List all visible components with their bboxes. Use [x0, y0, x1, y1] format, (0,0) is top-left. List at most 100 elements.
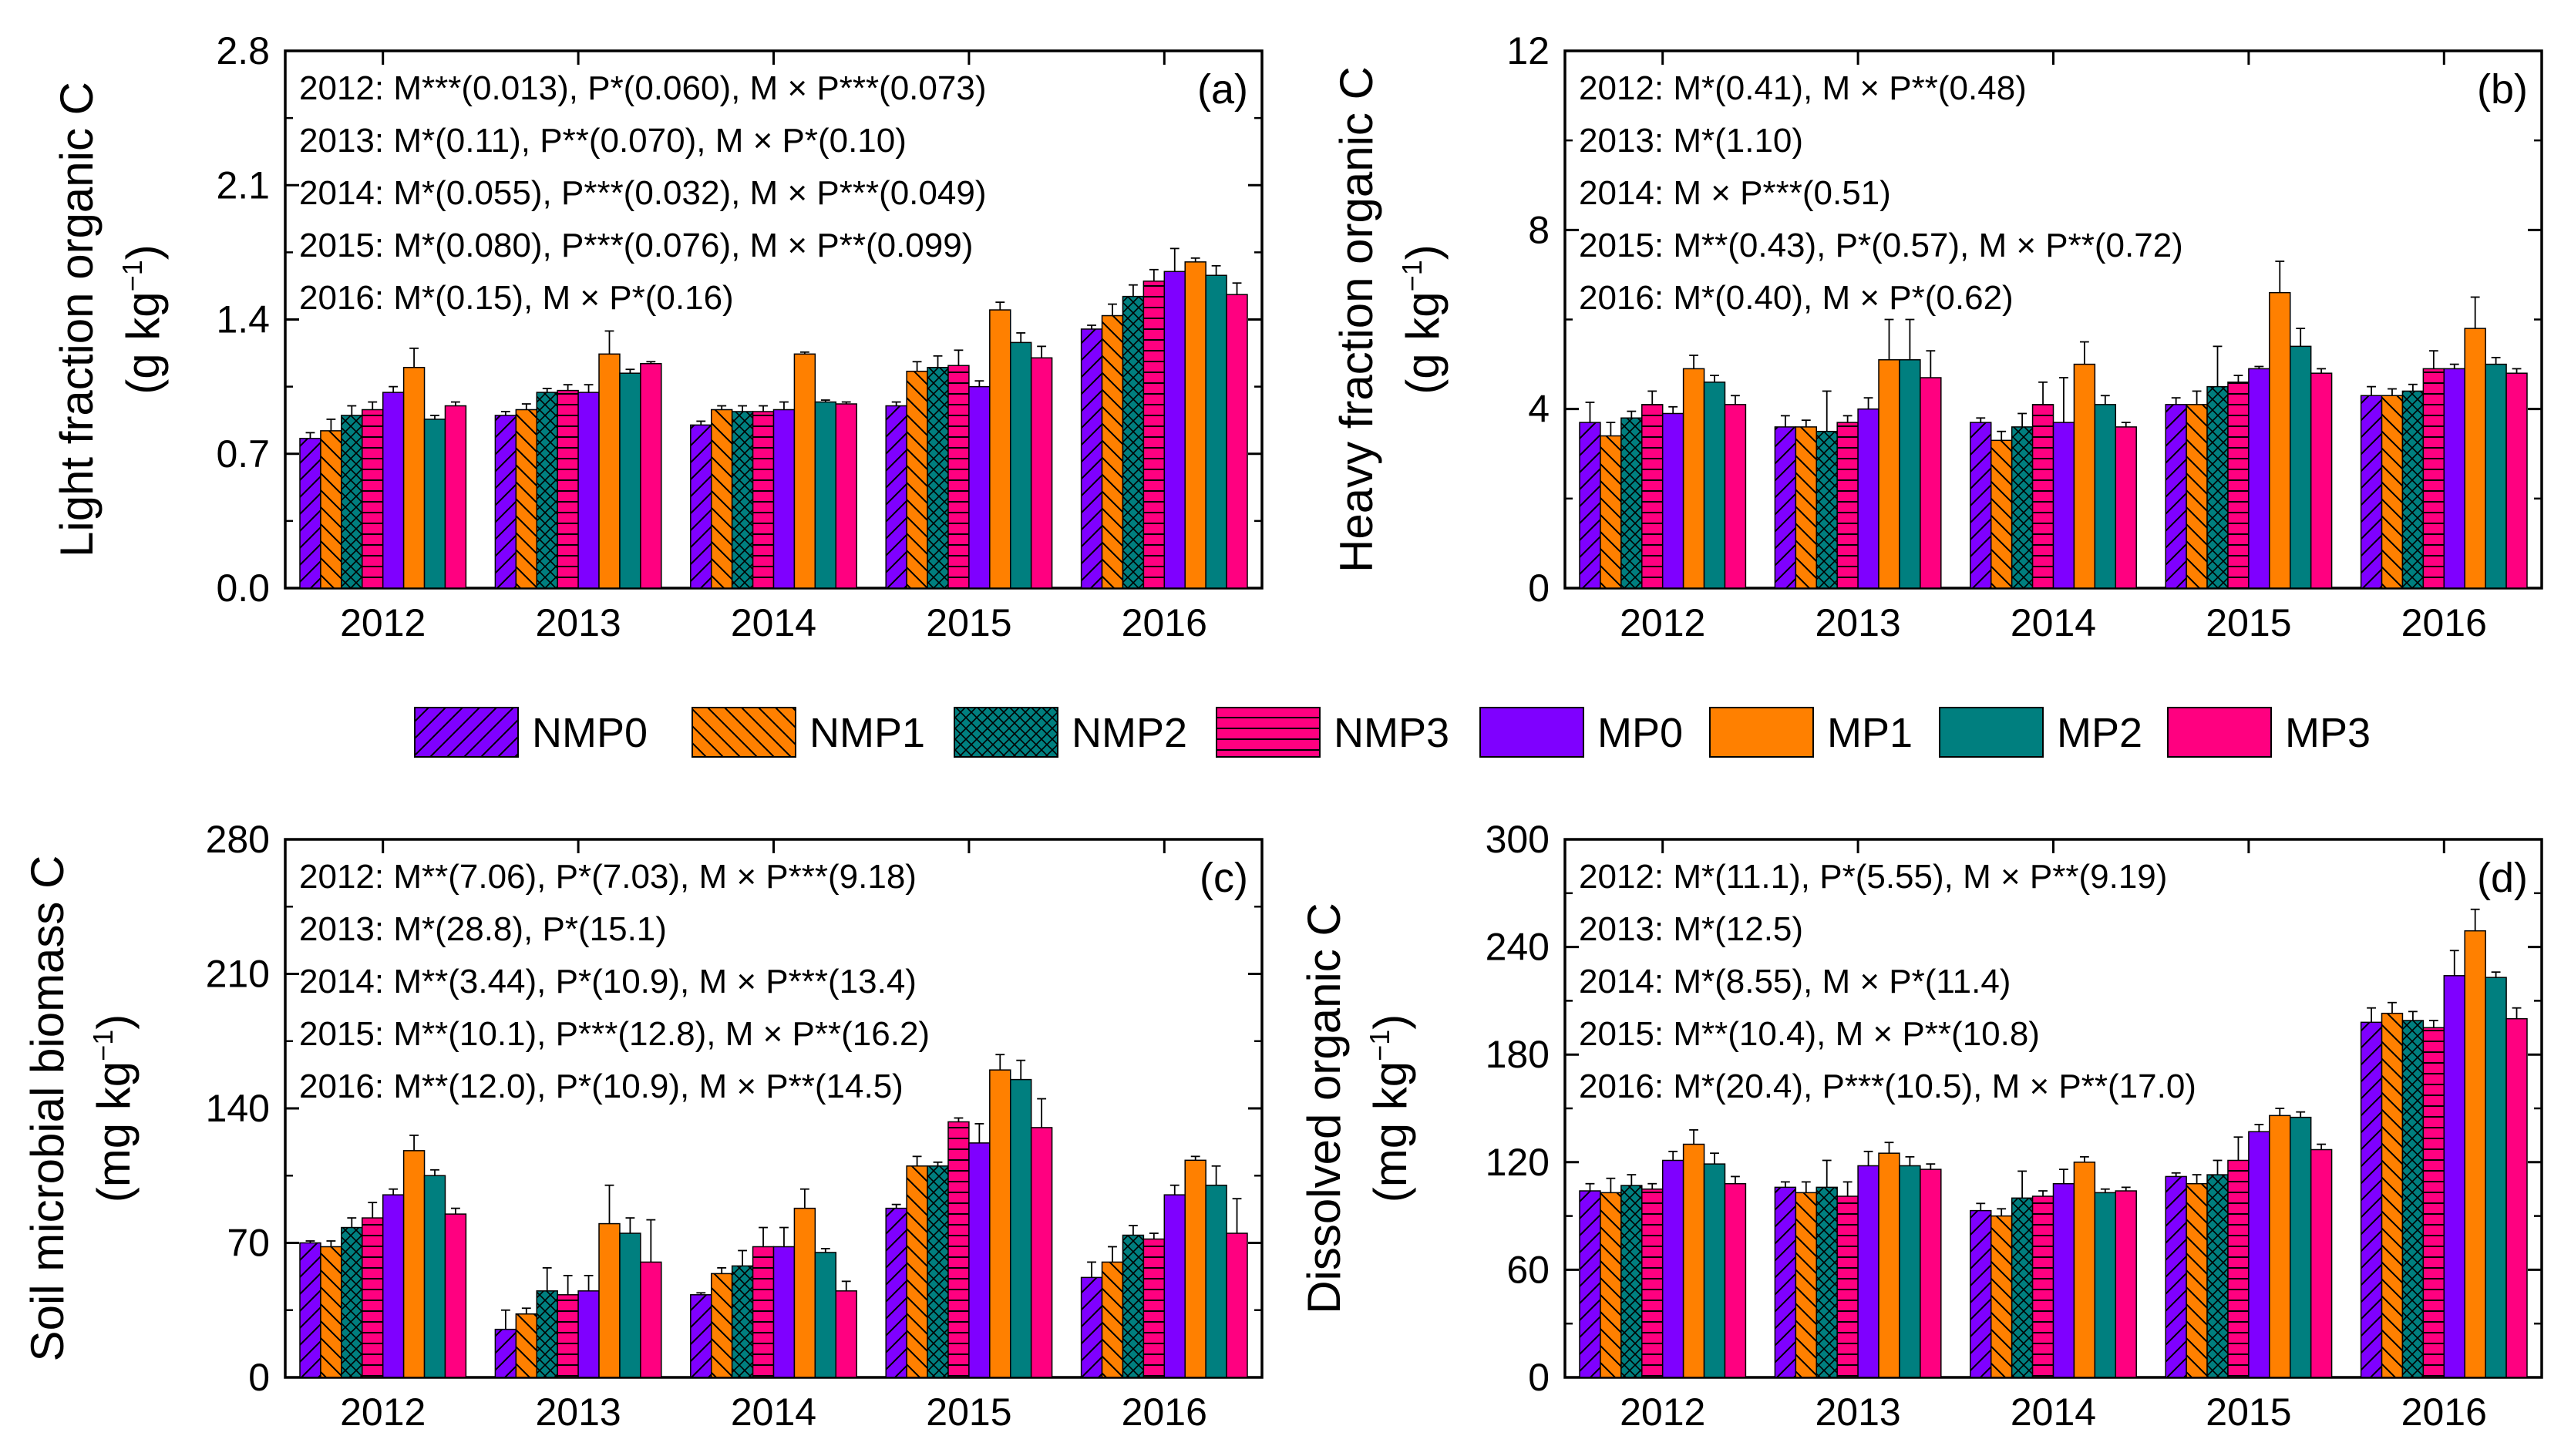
bar-nmp0 — [299, 438, 321, 589]
y-unit-exponent: −1 — [87, 1030, 119, 1061]
bar-mp3 — [1724, 404, 1747, 589]
bar-mp2 — [2485, 363, 2507, 589]
legend-label: NMP3 — [1334, 710, 1449, 756]
y-tick-label: 0.0 — [216, 567, 270, 610]
x-tick-label: 2016 — [2401, 1390, 2487, 1434]
bar-nmp3 — [557, 389, 579, 589]
bar-nmp2 — [1816, 430, 1838, 589]
bar-mp1 — [402, 1150, 426, 1378]
legend-label: NMP2 — [1072, 710, 1187, 756]
bar-nmp2 — [927, 366, 949, 589]
x-tick-label: 2012 — [340, 1390, 426, 1434]
bar-nmp3 — [2422, 368, 2445, 589]
bar-mp2 — [1703, 382, 1726, 589]
y-unit-close: ) — [1365, 1014, 1416, 1030]
panel-label: (d) — [2477, 855, 2528, 901]
bar-mp1 — [793, 353, 816, 589]
y-unit-exponent: −1 — [1396, 260, 1428, 291]
y-axis-unit: (mg kg−1) — [87, 1014, 140, 1202]
bar-nmp0 — [1774, 1186, 1797, 1378]
bar-nmp2 — [341, 1226, 363, 1378]
bar-mp1 — [2269, 291, 2291, 589]
bar-mp2 — [423, 1175, 446, 1378]
annotation-line: 2014: M × P***(0.51) — [1579, 174, 1891, 212]
bar-nmp3 — [1836, 1195, 1859, 1378]
bar-mp2 — [1899, 1165, 1921, 1378]
bar-nmp3 — [752, 411, 775, 589]
bar-mp3 — [835, 403, 857, 589]
bar-mp1 — [598, 1222, 621, 1378]
bar-nmp1 — [2381, 1012, 2404, 1378]
bar-mp1 — [2073, 1162, 2096, 1378]
bar-nmp0 — [2165, 1175, 2187, 1378]
bar-nmp2 — [927, 1165, 949, 1378]
bar-mp0 — [382, 392, 405, 589]
y-axis-title: Soil microbial biomass C — [22, 856, 73, 1362]
legend-label: MP0 — [1597, 710, 1683, 756]
bar-nmp1 — [906, 1165, 928, 1378]
bar-nmp0 — [299, 1242, 321, 1378]
bar-nmp1 — [1101, 314, 1124, 589]
y-unit-base: (g kg — [117, 291, 169, 394]
bar-nmp3 — [2227, 382, 2250, 589]
x-tick-label: 2013 — [535, 601, 621, 644]
bar-nmp0 — [1774, 426, 1797, 589]
bar-nmp0 — [690, 1294, 712, 1378]
bar-nmp1 — [1101, 1261, 1124, 1378]
x-tick-label: 2016 — [2401, 601, 2487, 644]
chart-panel-b: 0 4 8 12 2012 2013 2014 2015 2016 2012: M*(0.41),… — [1331, 29, 2543, 644]
bar-nmp3 — [947, 365, 970, 589]
bar-mp3 — [1226, 1232, 1248, 1378]
bar-nmp2 — [2401, 390, 2425, 589]
bar-nmp2 — [536, 1290, 558, 1378]
y-unit-close: ) — [88, 1014, 140, 1030]
bar-mp2 — [2094, 1192, 2117, 1378]
bar-mp0 — [1163, 1194, 1186, 1378]
x-tick-label: 2013 — [1815, 1390, 1900, 1434]
legend-item-nmp1: NMP1 — [692, 707, 925, 758]
bar-mp3 — [444, 405, 467, 589]
annotation-line: 2012: M***(0.013), P*(0.060), M × P***(0… — [299, 69, 986, 107]
bar-mp0 — [1661, 1159, 1684, 1378]
annotation-line: 2016: M*(0.15), M × P*(0.16) — [299, 279, 734, 317]
annotation-line: 2014: M*(0.055), P***(0.032), M × P***(0… — [299, 174, 986, 212]
y-tick-label: 2.1 — [216, 163, 270, 207]
bar-mp2 — [2289, 1116, 2312, 1378]
bar-mp1 — [402, 366, 426, 589]
bar-mp2 — [423, 419, 446, 589]
bar-mp2 — [814, 1252, 837, 1378]
annotation-line: 2015: M**(10.4), M × P**(10.8) — [1579, 1015, 2040, 1053]
bar-mp2 — [1205, 274, 1227, 589]
bar-mp1 — [1878, 1152, 1900, 1378]
bar-mp3 — [835, 1290, 857, 1378]
legend: NMP0 NMP1 NMP2 NMP3 MP0 MP1 MP2 MP3 — [414, 707, 2371, 758]
y-unit-base: (g kg — [1397, 291, 1449, 394]
bar-mp2 — [814, 401, 837, 589]
bar-mp0 — [2052, 422, 2075, 589]
bar-nmp2 — [536, 392, 558, 589]
bar-mp3 — [2310, 1148, 2333, 1378]
bar-nmp3 — [752, 1246, 775, 1378]
bar-mp0 — [2248, 368, 2270, 589]
bar-nmp3 — [2031, 1195, 2054, 1378]
y-tick-label: 210 — [206, 953, 270, 996]
x-tick-label: 2016 — [1122, 601, 1207, 644]
bar-mp1 — [793, 1207, 816, 1378]
bar-nmp1 — [320, 430, 342, 589]
y-tick-label: 70 — [227, 1222, 270, 1265]
panels: 0.0 0.7 1.4 2.1 2.8 2012 2013 2014 2015 2016 2012:… — [22, 29, 2543, 1434]
bar-mp0 — [2248, 1131, 2270, 1378]
panel-label: (b) — [2477, 66, 2528, 113]
bar-mp2 — [1703, 1163, 1726, 1378]
bar-mp1 — [2073, 363, 2096, 589]
bar-mp3 — [1920, 1168, 1942, 1378]
x-tick-label: 2014 — [731, 601, 816, 644]
bar-nmp1 — [710, 409, 733, 589]
bar-nmp3 — [362, 1217, 384, 1378]
y-axis-unit: (g kg−1) — [116, 244, 169, 394]
annotation-line: 2015: M**(10.1), P***(12.8), M × P**(16.… — [299, 1015, 930, 1053]
bar-mp1 — [1682, 368, 1705, 589]
bar-nmp3 — [1142, 280, 1166, 589]
y-axis-title: Heavy fraction organic C — [1331, 66, 1382, 573]
bar-nmp0 — [1579, 422, 1601, 589]
